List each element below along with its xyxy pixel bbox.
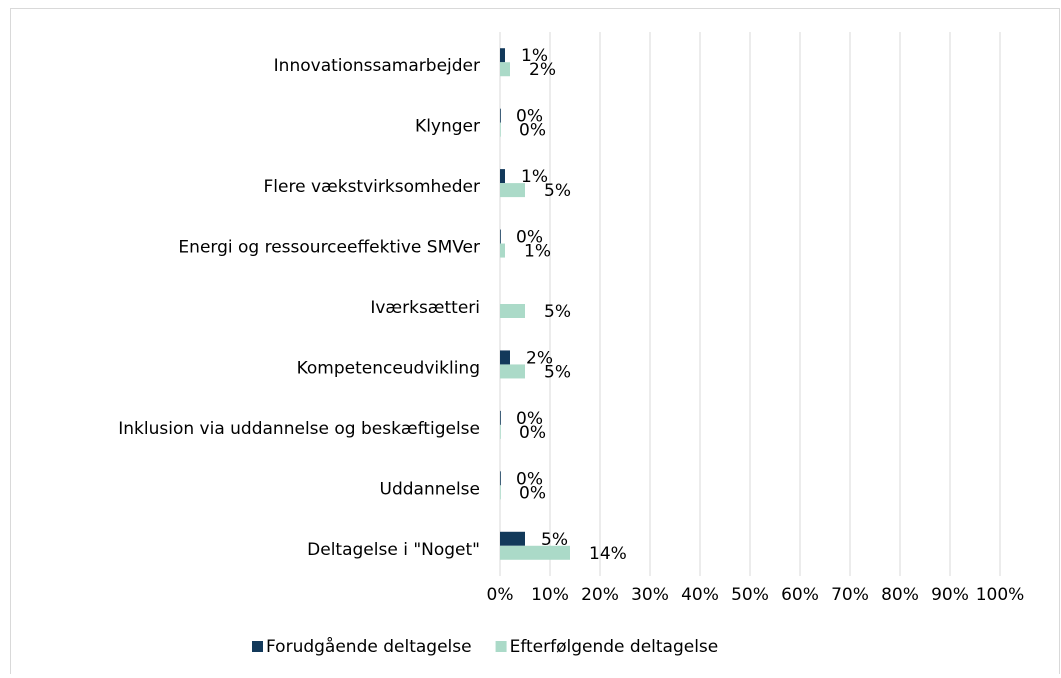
bar	[500, 122, 501, 137]
y-tick-label: Energi og ressourceeffektive SMVer	[178, 238, 480, 258]
data-label: 2%	[529, 60, 556, 80]
bar	[500, 48, 505, 63]
data-label: 14%	[589, 544, 627, 564]
y-tick-label: Innovationssamarbejder	[274, 56, 480, 76]
x-tick-label: 90%	[931, 585, 969, 605]
bar	[500, 531, 525, 546]
bar	[500, 243, 505, 258]
legend-swatch	[495, 641, 507, 652]
bar	[500, 169, 505, 184]
x-tick-label: 10%	[531, 585, 569, 605]
x-tick-label: 30%	[631, 585, 669, 605]
bar	[500, 62, 510, 77]
data-label: 0%	[519, 423, 546, 443]
bar	[500, 229, 501, 244]
y-tick-label: Kompetenceudvikling	[297, 358, 480, 378]
bar	[500, 108, 501, 123]
bar	[500, 410, 501, 425]
bar	[500, 545, 570, 560]
data-label: 0%	[519, 121, 546, 141]
y-tick-label: Iværksætteri	[370, 298, 480, 318]
data-label: 5%	[544, 362, 571, 382]
data-label: 5%	[544, 181, 571, 201]
data-label: 0%	[519, 483, 546, 503]
chart-frame	[10, 8, 1060, 678]
y-tick-label: Flere vækstvirksomheder	[264, 177, 480, 197]
data-label: 0%	[516, 409, 543, 429]
legend-swatch	[252, 641, 263, 652]
bar	[500, 471, 501, 486]
data-label: 0%	[516, 228, 543, 248]
x-tick-label: 60%	[781, 585, 819, 605]
y-tick-label: Inklusion via uddannelse og beskæftigels…	[118, 419, 480, 439]
data-label: 5%	[544, 302, 571, 322]
bar	[500, 304, 525, 318]
x-tick-label: 100%	[976, 585, 1025, 605]
data-label: 1%	[521, 46, 548, 66]
bar	[500, 183, 525, 198]
x-tick-label: 40%	[681, 585, 719, 605]
data-label: 0%	[516, 469, 543, 489]
data-label: 1%	[521, 167, 548, 187]
x-tick-label: 20%	[581, 585, 619, 605]
bar	[500, 485, 501, 500]
legend-label: Efterfølgende deltagelse	[510, 637, 719, 657]
x-tick-label: 70%	[831, 585, 869, 605]
y-tick-label: Uddannelse	[380, 479, 481, 499]
data-label: 1%	[524, 242, 551, 262]
bar	[500, 350, 510, 365]
data-label: 0%	[516, 107, 543, 127]
data-label: 2%	[526, 348, 553, 368]
legend-label: Forudgående deltagelse	[266, 636, 472, 657]
y-tick-label: Deltagelse i "Noget"	[307, 540, 480, 560]
data-label: 5%	[541, 530, 568, 550]
bar	[500, 424, 501, 439]
x-tick-label: 50%	[731, 585, 769, 605]
x-tick-label: 0%	[487, 585, 514, 605]
y-tick-label: Klynger	[415, 117, 480, 137]
x-tick-label: 80%	[881, 585, 919, 605]
bar	[500, 364, 525, 379]
